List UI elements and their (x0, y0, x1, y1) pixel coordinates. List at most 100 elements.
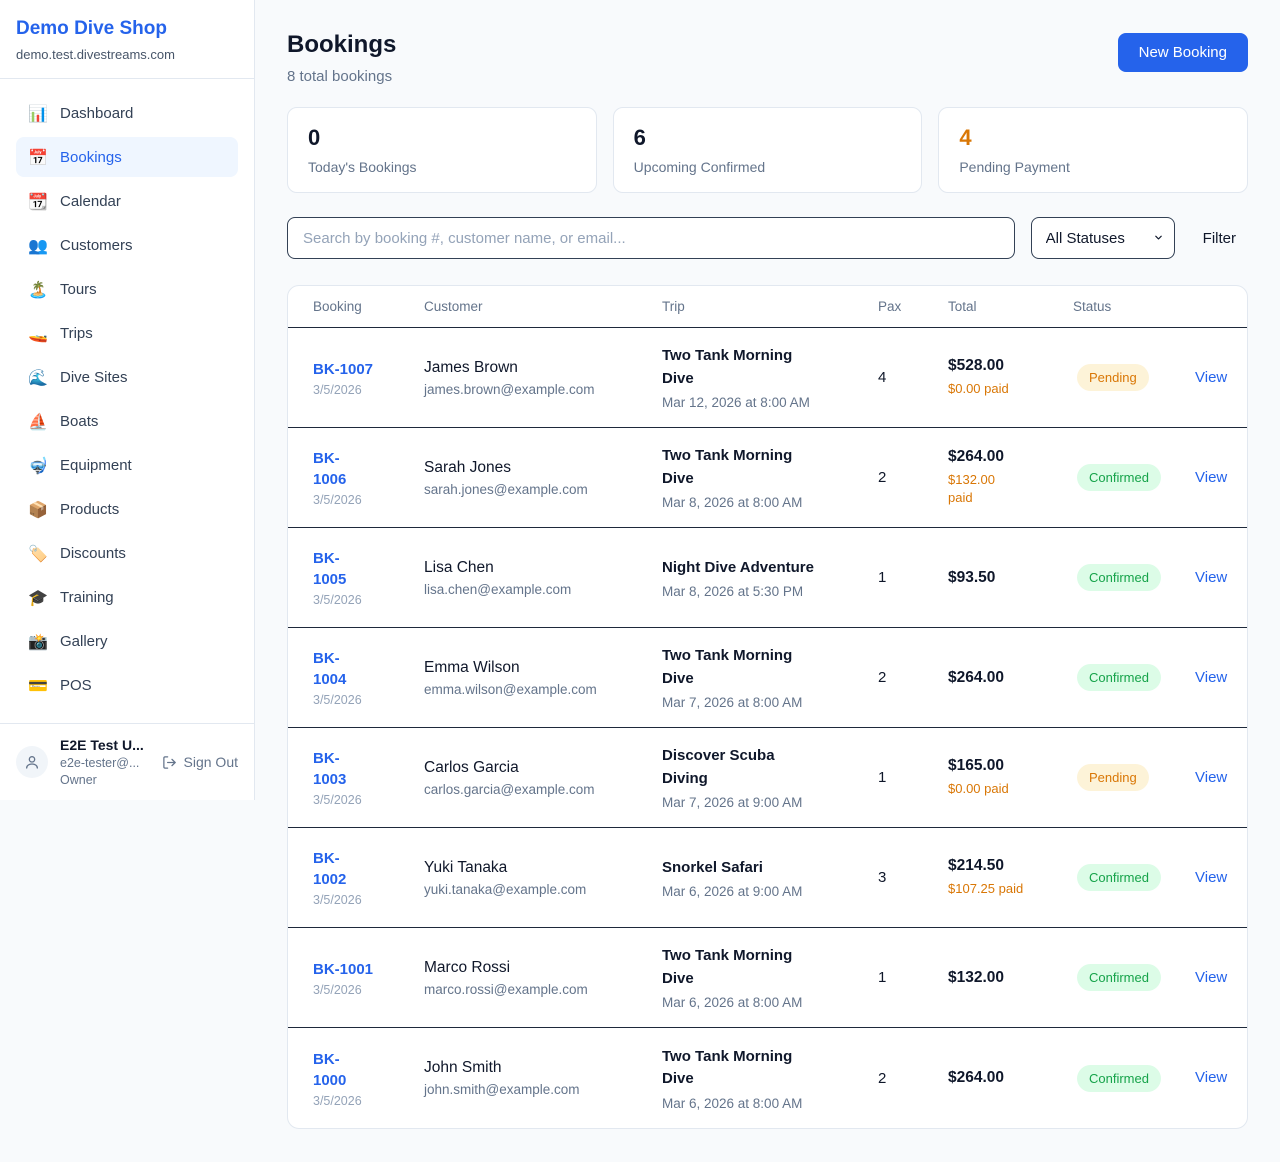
view-link[interactable]: View (1195, 868, 1228, 886)
booking-ref-link[interactable]: BK-1001 (313, 960, 374, 978)
brand-domain: demo.test.divestreams.com (16, 47, 175, 62)
view-link[interactable]: View (1195, 1069, 1228, 1087)
booking-date: 3/5/2026 (313, 982, 362, 997)
view-link[interactable]: View (1195, 368, 1228, 386)
sailboat-icon: ⛵ (28, 411, 48, 431)
sidebar-item-tours[interactable]: 🏝️ Tours (16, 269, 238, 309)
sidebar-item-products[interactable]: 📦 Products (16, 489, 238, 529)
sidebar-item-discounts[interactable]: 🏷️ Discounts (16, 533, 238, 573)
sidebar-item-label: Dashboard (60, 104, 134, 122)
status-cell: Confirmed (1073, 648, 1195, 707)
view-link[interactable]: View (1195, 568, 1228, 586)
actions-cell: View (1195, 753, 1235, 803)
new-booking-button[interactable]: New Booking (1117, 33, 1248, 72)
booking-cell: BK- 1003 3/5/2026 (313, 732, 424, 823)
island-icon: 🏝️ (28, 279, 48, 299)
trip-cell: Two Tank Morning Dive Mar 7, 2026 at 8:00… (662, 629, 878, 726)
sidebar-item-boats[interactable]: ⛵ Boats (16, 401, 238, 441)
sidebar-item-label: Gallery (60, 632, 108, 650)
customer-cell: Yuki Tanaka yuki.tanaka@example.com (424, 843, 662, 913)
sidebar-item-dive-sites[interactable]: 🌊 Dive Sites (16, 357, 238, 397)
paid-amount: $0.00 paid (948, 781, 1009, 797)
sign-out-label: Sign Out (183, 754, 238, 770)
sidebar-item-dashboard[interactable]: 📊 Dashboard (16, 93, 238, 133)
customer-cell: James Brown james.brown@example.com (424, 343, 662, 413)
booking-ref-link[interactable]: BK- 1005 (313, 550, 347, 589)
trip-datetime: Mar 6, 2026 at 8:00 AM (662, 995, 803, 1011)
booking-cell: BK-1001 3/5/2026 (313, 943, 424, 1013)
total-amount: $264.00 (948, 1069, 1005, 1087)
sign-out-button[interactable]: Sign Out (162, 754, 238, 770)
sidebar-item-equipment[interactable]: 🤿 Equipment (16, 445, 238, 485)
booking-ref-link[interactable]: BK- 1000 (313, 1050, 347, 1089)
total-amount: $264.00 (948, 668, 1005, 686)
booking-ref-link[interactable]: BK-1007 (313, 360, 374, 378)
stat-value: 6 (633, 125, 646, 150)
sidebar-nav: 📊 Dashboard 📅 Bookings 📆 Calendar 👥 Cust… (0, 79, 254, 723)
stat-card-todays-bookings: 0 Today's Bookings (287, 107, 597, 194)
column-header-status: Status (1073, 299, 1112, 315)
sidebar-item-label: Dive Sites (60, 368, 128, 386)
booking-ref-link[interactable]: BK- 1004 (313, 650, 347, 689)
graduation-cap-icon: 🎓 (28, 587, 48, 607)
booking-ref-link[interactable]: BK- 1006 (313, 450, 347, 489)
dive-mask-icon: 🤿 (28, 455, 48, 475)
status-badge: Confirmed (1077, 1064, 1161, 1092)
search-input[interactable] (287, 217, 1015, 260)
sidebar-item-calendar[interactable]: 📆 Calendar (16, 181, 238, 221)
paid-amount: $107.25 paid (948, 881, 1024, 897)
customer-cell: Carlos Garcia carlos.garcia@example.com (424, 743, 662, 813)
sidebar-item-label: Discounts (60, 544, 126, 562)
booking-date: 3/5/2026 (313, 893, 362, 908)
trip-datetime: Mar 6, 2026 at 8:00 AM (662, 1095, 803, 1111)
trip-cell: Two Tank Morning Dive Mar 12, 2026 at 8:0… (662, 329, 878, 426)
filter-button[interactable]: Filter (1191, 222, 1248, 255)
view-link[interactable]: View (1195, 968, 1228, 986)
sidebar-item-customers[interactable]: 👥 Customers (16, 225, 238, 265)
actions-cell: View (1195, 453, 1235, 503)
trip-name: Night Dive Adventure (662, 558, 814, 576)
table-body: BK-1007 3/5/2026 James Brown james.brown… (288, 328, 1247, 1128)
person-icon (26, 756, 38, 769)
tear-off-calendar-icon: 📆 (28, 191, 48, 211)
sidebar-item-gallery[interactable]: 📸 Gallery (16, 621, 238, 661)
customer-email: john.smith@example.com (424, 1082, 580, 1098)
booking-cell: BK- 1002 3/5/2026 (313, 832, 424, 923)
table-row: BK- 1000 3/5/2026 John Smith john.smith@e… (288, 1028, 1247, 1128)
status-filter-select[interactable]: All Statuses (1030, 217, 1175, 260)
actions-cell: View (1195, 953, 1235, 1003)
trip-datetime: Mar 7, 2026 at 8:00 AM (662, 695, 803, 711)
view-link[interactable]: View (1195, 668, 1228, 686)
pax-count: 1 (878, 969, 887, 987)
sidebar-item-label: Trips (60, 324, 93, 342)
booking-date: 3/5/2026 (313, 593, 362, 608)
paid-amount: $0.00 paid (948, 381, 1009, 397)
total-amount: $165.00 (948, 757, 1005, 775)
pax-count: 1 (878, 769, 887, 787)
view-link[interactable]: View (1195, 468, 1228, 486)
sidebar-item-training[interactable]: 🎓 Training (16, 577, 238, 617)
user-block: E2E Test U... e2e-tester@... Owner Sign … (0, 723, 254, 800)
customer-email: sarah.jones@example.com (424, 481, 588, 497)
customer-email: lisa.chen@example.com (424, 581, 572, 597)
status-badge: Confirmed (1077, 864, 1161, 892)
booking-ref-link[interactable]: BK- 1002 (313, 850, 347, 889)
sidebar-item-trips[interactable]: 🚤 Trips (16, 313, 238, 353)
booking-ref-link[interactable]: BK- 1003 (313, 750, 347, 789)
total-amount: $528.00 (948, 357, 1005, 375)
column-header-total: Total (948, 299, 977, 315)
sidebar-item-pos[interactable]: 💳 POS (16, 665, 238, 705)
pax-count: 1 (878, 569, 887, 587)
sidebar-item-bookings[interactable]: 📅 Bookings (16, 137, 238, 177)
user-email: e2e-tester@... (60, 756, 140, 770)
avatar (16, 746, 48, 778)
trip-cell: Two Tank Morning Dive Mar 8, 2026 at 8:00… (662, 429, 878, 526)
view-link[interactable]: View (1195, 768, 1228, 786)
sidebar-item-label: Bookings (60, 148, 122, 166)
table-row: BK-1001 3/5/2026 Marco Rossi marco.rossi… (288, 928, 1247, 1029)
sidebar-item-label: Training (60, 588, 114, 606)
booking-date: 3/5/2026 (313, 493, 362, 508)
stats-row: 0 Today's Bookings 6 Upcoming Confirmed … (287, 107, 1249, 194)
booking-cell: BK- 1005 3/5/2026 (313, 532, 424, 623)
trip-datetime: Mar 12, 2026 at 8:00 AM (662, 395, 810, 411)
